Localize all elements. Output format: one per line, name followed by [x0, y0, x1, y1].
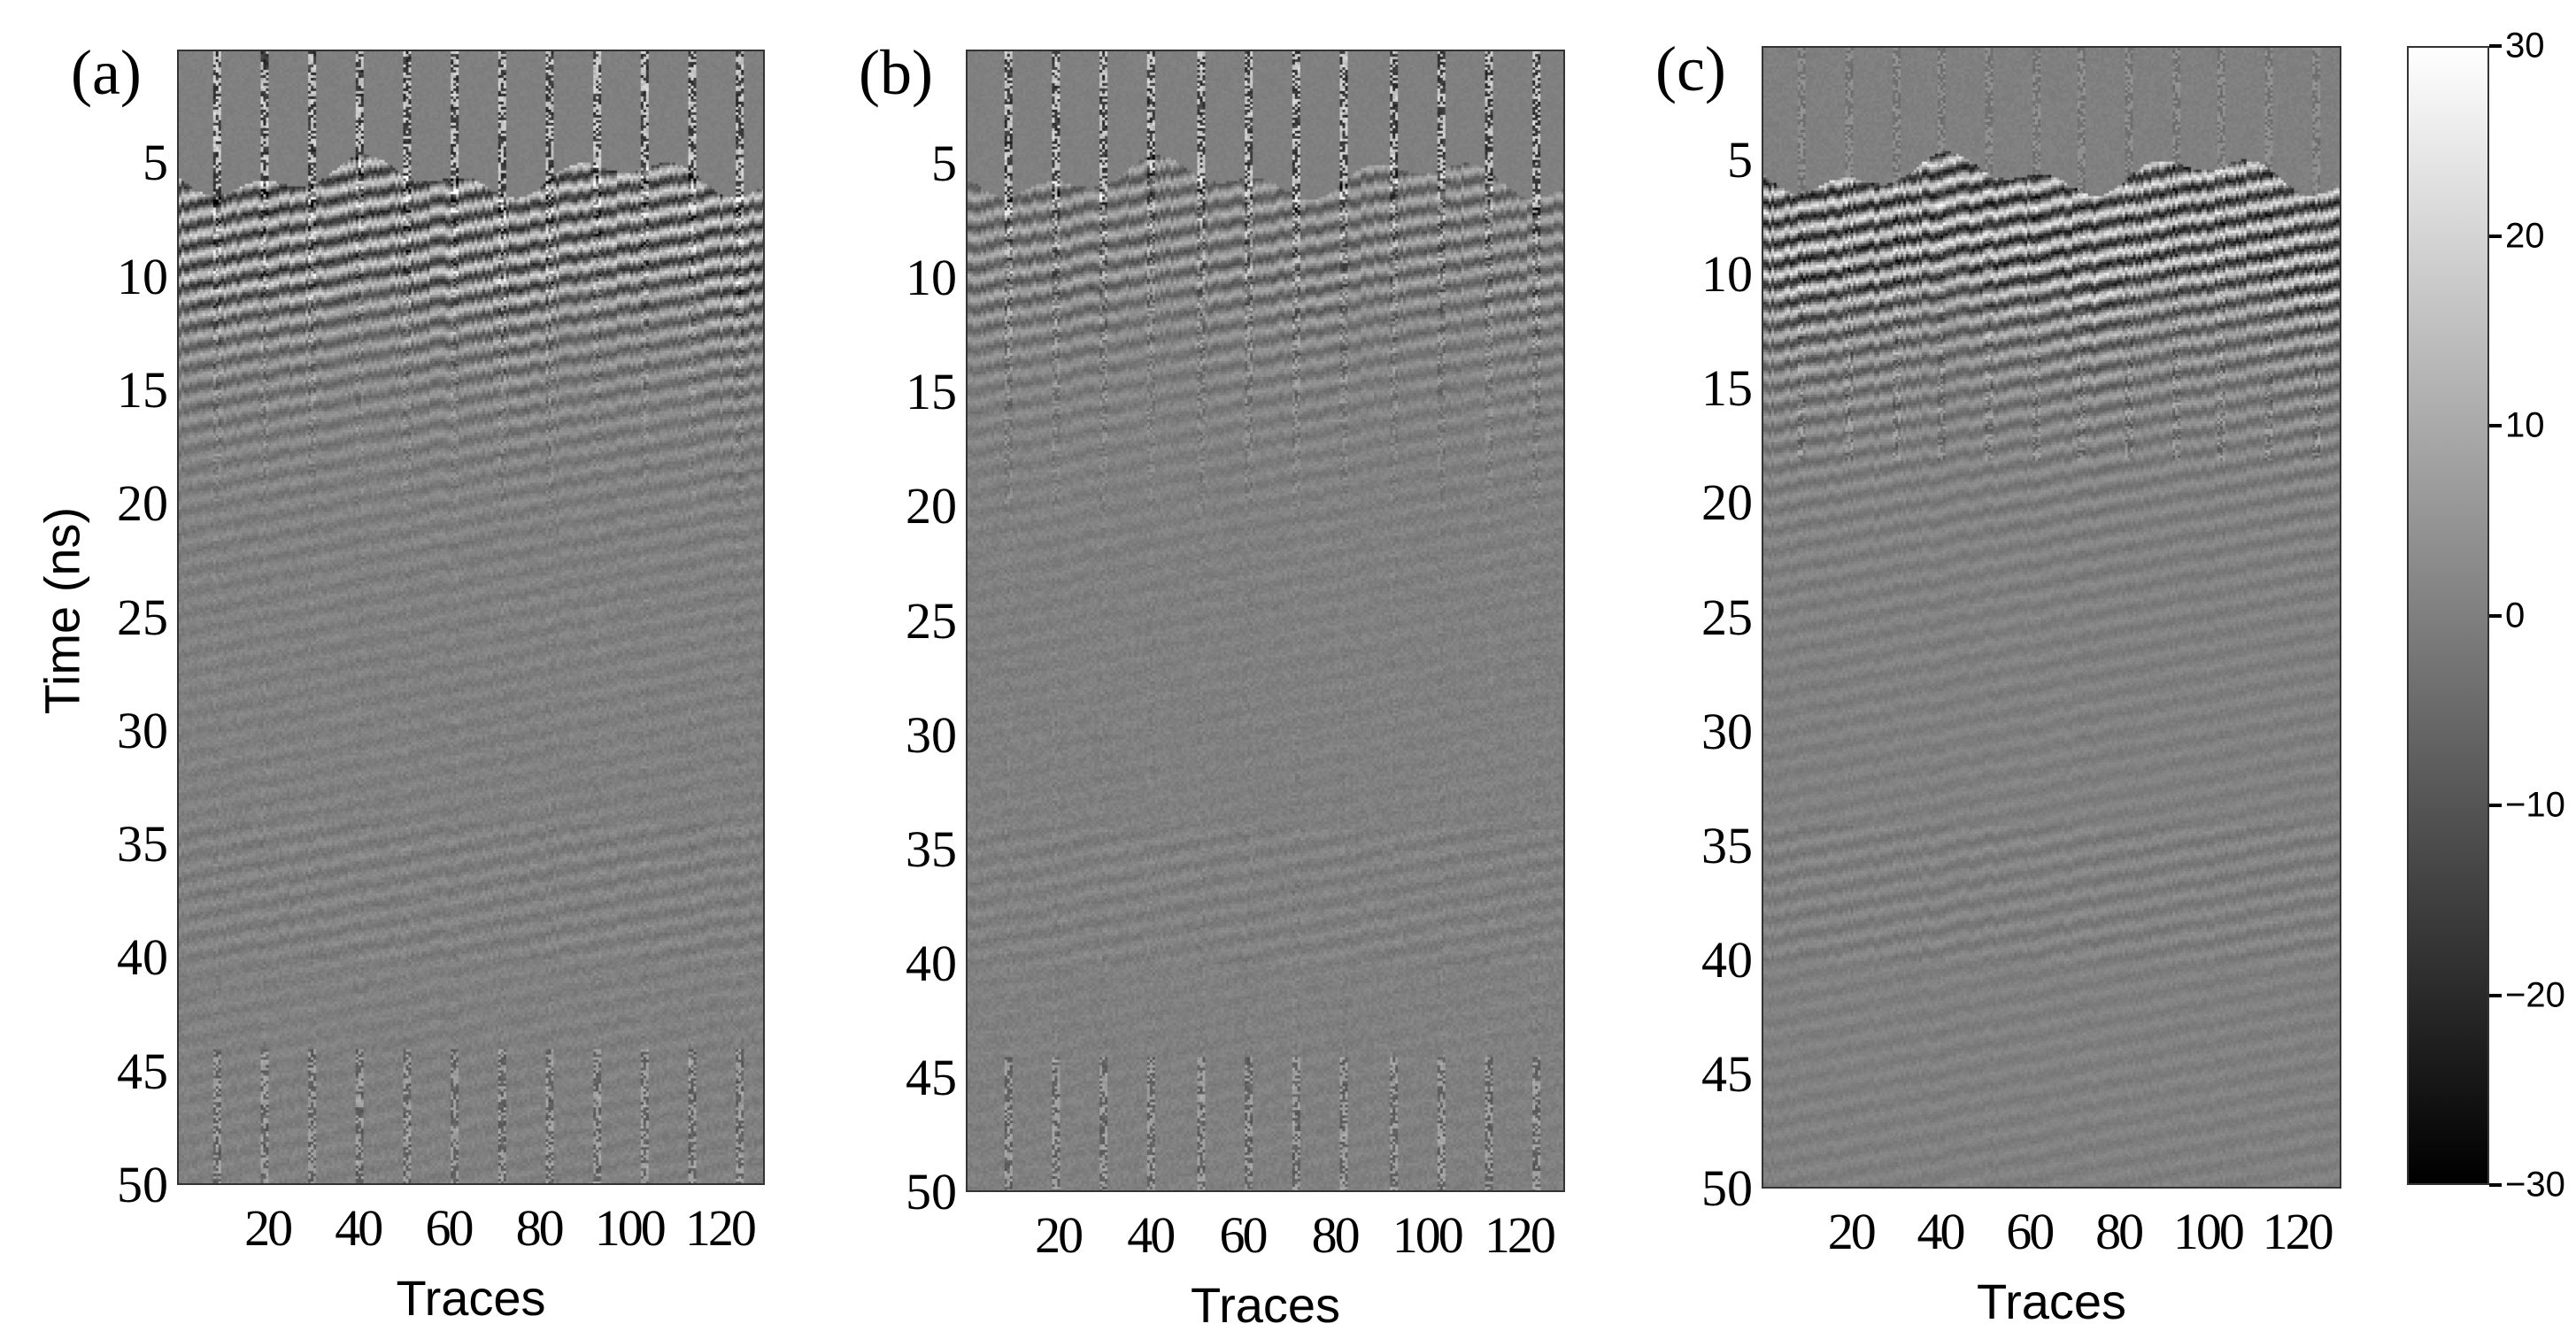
x-tick-label: 80 [515, 1199, 565, 1257]
y-tick-label: 40 [1701, 930, 1753, 989]
y-tick-label: 25 [117, 588, 168, 646]
x-tick-label: 80 [1311, 1206, 1361, 1264]
x-tick-label: 60 [1219, 1206, 1268, 1264]
colorbar-tick-mark [2489, 44, 2502, 48]
x-tick-label: 120 [1484, 1206, 1556, 1264]
x-tick-label: 40 [335, 1199, 383, 1257]
colorbar-tick-label: 0 [2505, 596, 2526, 635]
y-axis-label: Time (ns) [34, 506, 90, 715]
y-tick-label: 50 [1701, 1159, 1753, 1217]
x-tick-label: 20 [1827, 1203, 1877, 1260]
y-tick-label: 45 [117, 1042, 168, 1100]
seismic-panel-b [966, 50, 1565, 1192]
y-tick-label: 45 [906, 1048, 957, 1106]
x-axis-label: Traces [396, 1270, 546, 1326]
y-tick-label: 30 [1701, 702, 1753, 760]
radargram-image [1763, 48, 2340, 1187]
y-tick-label: 50 [906, 1163, 957, 1220]
colorbar-tick-mark [2489, 424, 2502, 427]
y-tick-label: 30 [117, 701, 168, 759]
y-tick-label: 30 [906, 705, 957, 764]
x-axis-label: Traces [1190, 1277, 1341, 1333]
y-tick-label: 35 [117, 815, 168, 873]
colorbar-tick-label: −10 [2505, 785, 2565, 825]
panel-label: (a) [71, 37, 142, 108]
panel-label: (b) [859, 37, 933, 108]
x-tick-label: 40 [1127, 1206, 1176, 1264]
x-tick-label: 20 [244, 1199, 293, 1257]
y-tick-label: 10 [1701, 245, 1753, 304]
x-axis-label: Traces [1976, 1274, 2127, 1329]
y-tick-label: 40 [117, 928, 168, 987]
y-tick-label: 50 [117, 1156, 168, 1213]
y-tick-label: 40 [906, 934, 957, 992]
x-tick-label: 100 [1392, 1206, 1464, 1264]
y-tick-label: 5 [143, 134, 168, 192]
colorbar-tick-mark [2489, 804, 2502, 807]
colorbar [2407, 46, 2489, 1185]
colorbar-tick-label: 10 [2505, 405, 2545, 445]
y-tick-label: 5 [1727, 131, 1753, 189]
colorbar-tick-label: −30 [2505, 1165, 2565, 1204]
panel-label: (c) [1655, 34, 1726, 104]
colorbar-tick-mark [2489, 613, 2502, 618]
y-tick-label: 10 [906, 249, 957, 307]
y-tick-label: 10 [117, 247, 168, 305]
colorbar-tick-mark [2489, 993, 2502, 997]
seismic-panel-c [1762, 46, 2341, 1189]
x-tick-label: 100 [2172, 1203, 2245, 1260]
y-tick-label: 20 [1701, 473, 1753, 532]
y-tick-label: 45 [1701, 1044, 1753, 1103]
y-tick-label: 20 [906, 477, 957, 535]
x-tick-label: 80 [2095, 1203, 2144, 1260]
colorbar-tick-label: 20 [2505, 216, 2545, 255]
seismic-panel-a [177, 50, 765, 1185]
y-tick-label: 15 [1701, 359, 1753, 418]
x-tick-label: 20 [1035, 1206, 1084, 1264]
colorbar-tick-label: 30 [2505, 26, 2545, 65]
y-tick-label: 25 [1701, 588, 1753, 646]
radargram-image [968, 51, 1563, 1190]
radargram-image [179, 51, 763, 1183]
colorbar-tick-mark [2489, 234, 2502, 238]
colorbar-tick-mark [2489, 1183, 2502, 1187]
x-tick-label: 60 [2006, 1203, 2055, 1260]
x-tick-label: 40 [1917, 1203, 1966, 1260]
y-tick-label: 5 [931, 135, 957, 193]
y-tick-label: 25 [906, 591, 957, 650]
x-tick-label: 120 [2262, 1203, 2334, 1260]
x-tick-label: 100 [594, 1199, 667, 1257]
x-tick-label: 120 [684, 1199, 757, 1257]
colorbar-tick-label: −20 [2505, 975, 2565, 1014]
y-tick-label: 35 [906, 820, 957, 878]
y-tick-label: 15 [117, 360, 168, 419]
x-tick-label: 60 [425, 1199, 474, 1257]
y-tick-label: 15 [906, 363, 957, 421]
y-tick-label: 35 [1701, 816, 1753, 874]
y-tick-label: 20 [117, 474, 168, 533]
